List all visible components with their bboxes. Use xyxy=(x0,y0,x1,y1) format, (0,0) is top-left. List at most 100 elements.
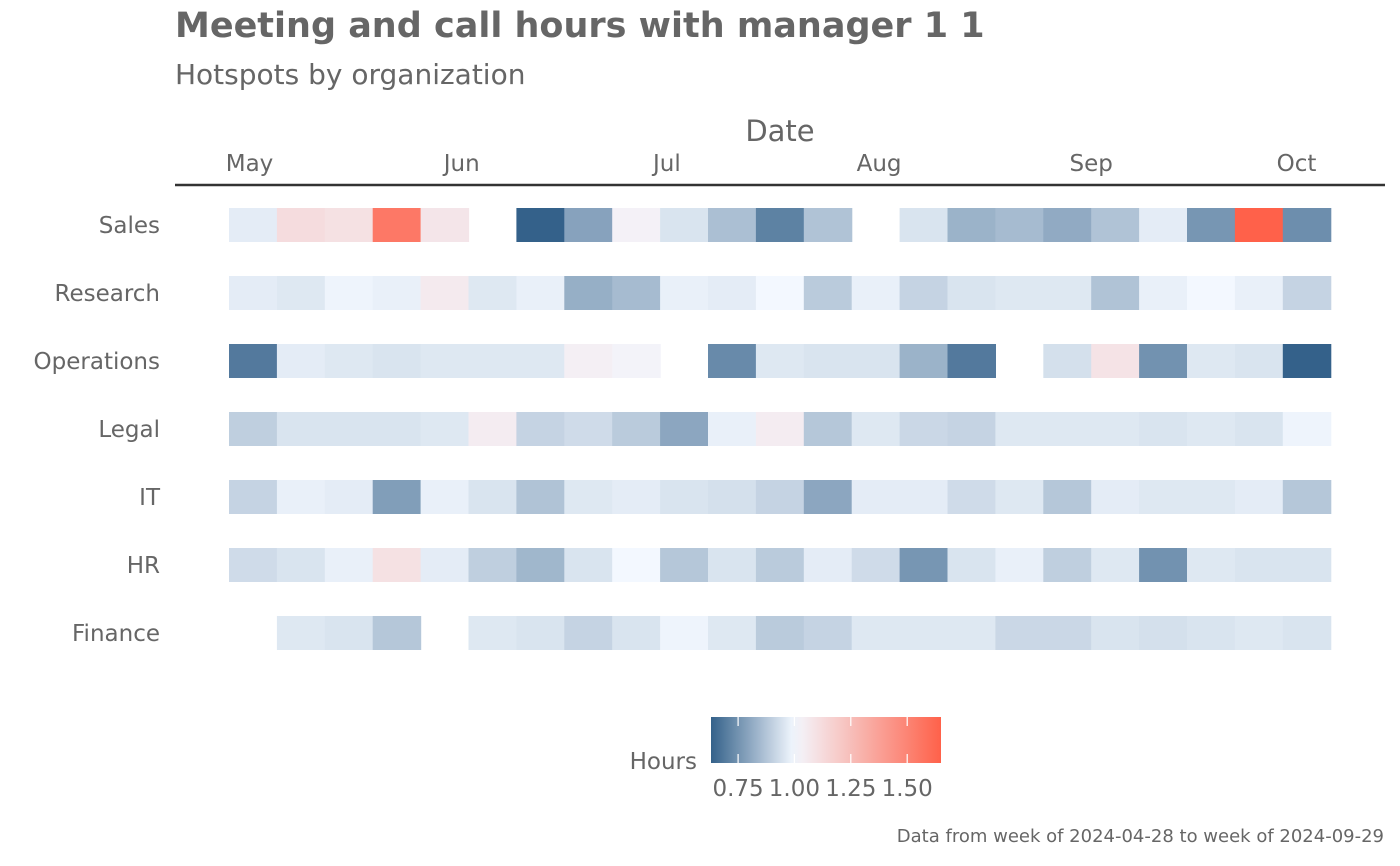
heatmap-cell xyxy=(372,548,422,582)
heatmap-cell xyxy=(660,276,709,310)
heatmap-cell xyxy=(420,208,470,242)
heatmap-cell xyxy=(564,276,613,310)
heatmap-cell xyxy=(1043,344,1092,378)
heatmap-cell xyxy=(1282,276,1332,310)
legend-tick-label: 1.50 xyxy=(882,776,933,802)
heatmap-cell xyxy=(229,344,278,378)
heatmap-cell xyxy=(324,548,374,582)
heatmap-cell xyxy=(803,616,853,650)
heatmap-cell xyxy=(1187,412,1236,446)
chart-caption: Data from week of 2024-04-28 to week of … xyxy=(896,826,1384,847)
y-tick-label: Legal xyxy=(98,417,160,443)
heatmap-cell xyxy=(1091,480,1140,514)
heatmap-cell xyxy=(324,276,374,310)
y-tick-label: IT xyxy=(139,485,161,511)
heatmap-cell xyxy=(755,480,805,514)
heatmap-cell xyxy=(755,208,805,242)
heatmap-cell xyxy=(1282,616,1332,650)
heatmap-cell xyxy=(803,344,853,378)
heatmap-cell xyxy=(229,480,278,514)
heatmap-cell xyxy=(1139,208,1188,242)
heatmap-cell xyxy=(995,276,1044,310)
x-tick-label: Aug xyxy=(857,151,902,177)
heatmap-cell xyxy=(1139,344,1188,378)
heatmap-cell xyxy=(755,344,805,378)
heatmap-cell xyxy=(372,412,422,446)
heatmap-cell xyxy=(372,344,422,378)
heatmap-cell xyxy=(947,616,996,650)
heatmap-cell xyxy=(803,548,853,582)
heatmap-cell xyxy=(660,208,709,242)
heatmap-cell xyxy=(612,344,661,378)
heatmap-cell xyxy=(899,548,949,582)
heatmap-cell xyxy=(995,412,1044,446)
heatmap-cell xyxy=(1187,276,1236,310)
heatmap-cell xyxy=(1091,344,1140,378)
heatmap-cell xyxy=(1139,412,1188,446)
heatmap-cell xyxy=(947,208,996,242)
chart-title: Meeting and call hours with manager 1 1 xyxy=(175,6,985,46)
heatmap-cell xyxy=(612,276,661,310)
legend-tick-label: 0.75 xyxy=(712,776,763,802)
chart-subtitle: Hotspots by organization xyxy=(175,58,526,91)
heatmap-cell xyxy=(420,412,470,446)
heatmap-cell xyxy=(564,412,613,446)
heatmap-cell xyxy=(1187,548,1236,582)
heatmap-cell xyxy=(708,548,757,582)
heatmap-cell xyxy=(851,344,901,378)
heatmap-cell xyxy=(324,480,374,514)
heatmap-cell xyxy=(1234,208,1284,242)
heatmap-cell xyxy=(708,480,757,514)
heatmap-cell xyxy=(755,412,805,446)
heatmap-cell xyxy=(516,412,565,446)
heatmap-cell xyxy=(612,480,661,514)
heatmap-cell xyxy=(1091,412,1140,446)
heatmap-cell xyxy=(420,480,470,514)
heatmap-cell xyxy=(899,616,949,650)
heatmap-cell xyxy=(229,208,278,242)
heatmap-cell xyxy=(851,548,901,582)
heatmap-cell xyxy=(229,548,278,582)
heatmap-cell xyxy=(995,548,1044,582)
heatmap-cell xyxy=(564,480,613,514)
heatmap-cell xyxy=(516,208,565,242)
x-tick-labels: May Jun Jul Aug Sep Oct xyxy=(226,151,1317,177)
y-tick-label: Finance xyxy=(72,621,160,647)
x-tick-label: Jul xyxy=(651,151,681,177)
heatmap-cell xyxy=(660,480,709,514)
color-legend: Hours 0.75 1.00 1.25 1.50 xyxy=(630,717,941,802)
heatmap-cell xyxy=(995,208,1044,242)
y-tick-labels: Sales Research Operations Legal IT HR Finance xyxy=(34,213,161,647)
heatmap-cell xyxy=(276,548,326,582)
heatmap-cell xyxy=(1043,616,1092,650)
heatmap-cell xyxy=(564,208,613,242)
heatmap-cell xyxy=(1139,480,1188,514)
heatmap-cell xyxy=(1091,276,1140,310)
heatmap-cell xyxy=(516,276,565,310)
heatmap-cell xyxy=(372,480,422,514)
heatmap-cell xyxy=(803,480,853,514)
heatmap-cell xyxy=(1234,616,1284,650)
heatmap-cell xyxy=(851,276,901,310)
heatmap-cell xyxy=(324,412,374,446)
heatmap-cell xyxy=(276,412,326,446)
heatmap-cell xyxy=(372,276,422,310)
heatmap-cell xyxy=(1282,480,1332,514)
heatmap-cell xyxy=(1234,344,1284,378)
x-tick-label: Sep xyxy=(1070,151,1113,177)
heatmap-cell xyxy=(1234,412,1284,446)
heatmap-cell xyxy=(1234,548,1284,582)
heatmap-cells xyxy=(229,208,1332,650)
heatmap-cell xyxy=(1282,548,1332,582)
y-tick-label: Sales xyxy=(99,213,160,239)
heatmap-cell xyxy=(229,412,278,446)
heatmap-cell xyxy=(1043,480,1092,514)
heatmap-cell xyxy=(612,412,661,446)
heatmap-cell xyxy=(612,208,661,242)
heatmap-cell xyxy=(899,480,949,514)
heatmap-cell xyxy=(708,616,757,650)
heatmap-cell xyxy=(1187,344,1236,378)
heatmap-cell xyxy=(324,344,374,378)
heatmap-cell xyxy=(276,276,326,310)
